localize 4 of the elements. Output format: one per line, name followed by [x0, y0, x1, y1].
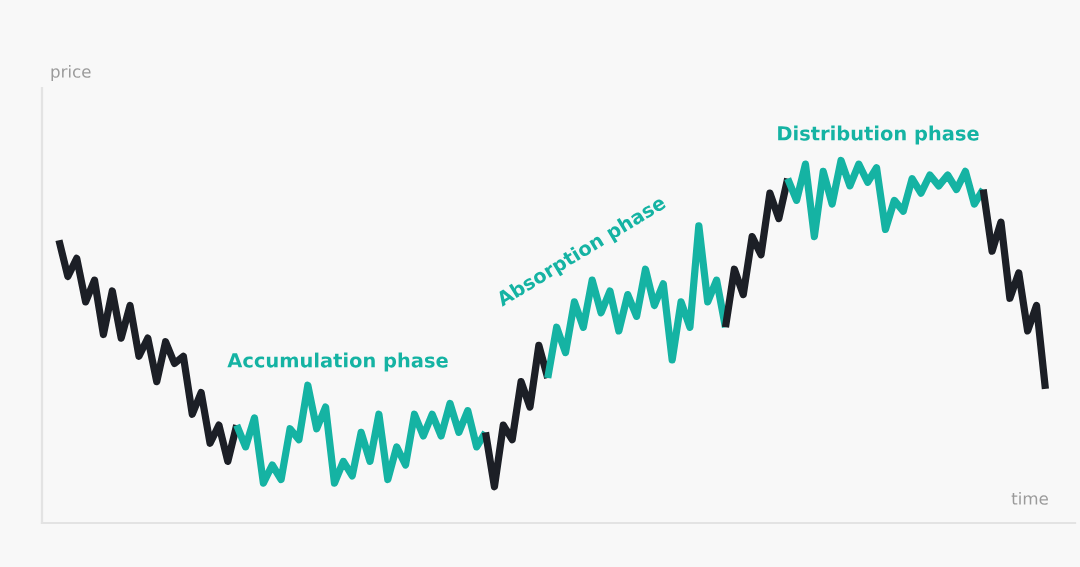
x-axis-title: time: [1011, 491, 1048, 505]
text: Distribution phase: [778, 125, 979, 145]
annotation: Accumulation phase: [227, 352, 448, 372]
y-axis-title: price: [51, 64, 91, 82]
